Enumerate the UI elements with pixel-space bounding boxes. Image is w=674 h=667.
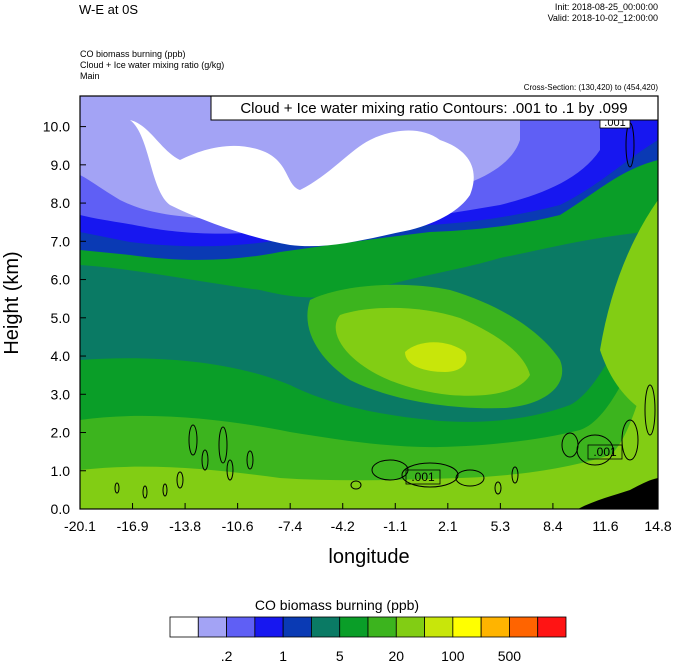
y-tick-label: 7.0 <box>51 233 71 249</box>
y-axis: 0.0 1.0 2.0 3.0 4.0 5.0 6.0 7.0 8.0 9.0 10.0 <box>43 119 86 517</box>
field-label-main: Main <box>80 71 100 81</box>
y-tick-label: 0.0 <box>51 501 71 517</box>
colorbar-tick-label: 500 <box>498 648 522 664</box>
x-axis: -20.1 -16.9 -13.8 -10.6 -7.4 -4.2 -1.1 2.1 5.3 8.… <box>64 503 672 534</box>
cross-section-label: Cross-Section: (130,420) to (454,420) <box>523 83 658 92</box>
init-time: Init: 2018-08-25_00:00:00 <box>554 2 658 12</box>
colorbar-swatch <box>537 616 567 638</box>
colorbar-swatch <box>367 616 397 638</box>
colorbar: .2 1 5 20 100 500 <box>169 616 567 664</box>
field-label-co: CO biomass burning (ppb) <box>80 49 186 59</box>
plot-area <box>80 96 658 509</box>
y-tick-label: 3.0 <box>51 386 71 402</box>
cloud-contours <box>114 111 656 499</box>
x-tick-label: -13.8 <box>169 518 201 534</box>
contour-label: .001 <box>593 445 617 459</box>
x-tick-label: -7.4 <box>278 518 302 534</box>
colorbar-swatch <box>226 616 256 638</box>
colorbar-tick-label: 100 <box>441 648 465 664</box>
terrain-mask <box>578 478 658 509</box>
contour-label: .001 <box>411 470 435 484</box>
field-label-cloud: Cloud + Ice water mixing ratio (g/kg) <box>80 60 225 70</box>
y-tick-label: 2.0 <box>51 425 71 441</box>
colorbar-tick-label: 1 <box>279 648 287 664</box>
contour-label-box <box>405 469 441 485</box>
y-tick-label: 6.0 <box>51 272 71 288</box>
co-fill-band <box>600 200 658 420</box>
contour-banner: Cloud + Ice water mixing ratio Contours:… <box>240 100 627 117</box>
plot-frame <box>79 95 659 510</box>
co-fill-band <box>405 342 467 372</box>
x-tick-label: 8.4 <box>543 518 563 534</box>
colorbar-tick-label: .2 <box>221 648 233 664</box>
colorbar-swatch <box>169 616 199 638</box>
x-tick-label: 2.1 <box>438 518 458 534</box>
x-tick-label: -16.9 <box>117 518 149 534</box>
colorbar-tick-label: 5 <box>336 648 344 664</box>
x-tick-label: 5.3 <box>491 518 511 534</box>
x-tick-label: 11.6 <box>592 518 618 534</box>
colorbar-swatch <box>197 616 227 638</box>
chart-title: W-E at 0S <box>79 2 139 17</box>
x-tick-label: -20.1 <box>64 518 96 534</box>
colorbar-swatch <box>424 616 454 638</box>
colorbar-swatch <box>480 616 510 638</box>
x-axis-label: longitude <box>328 546 409 568</box>
colorbar-swatch <box>395 616 425 638</box>
co-fill-band <box>80 300 658 509</box>
x-tick-label: -4.2 <box>331 518 355 534</box>
y-tick-label: 10.0 <box>43 119 70 135</box>
x-tick-label: -10.6 <box>222 518 254 534</box>
cloud-free-white-region <box>130 120 474 247</box>
colorbar-swatch <box>311 616 341 638</box>
contour-label-box <box>587 444 623 460</box>
co-fill-band <box>80 330 658 509</box>
y-tick-label: 1.0 <box>51 463 71 479</box>
y-tick-label: 5.0 <box>51 310 71 326</box>
x-tick-label: -1.1 <box>383 518 407 534</box>
colorbar-swatch <box>282 616 312 638</box>
y-tick-label: 8.0 <box>51 195 71 211</box>
valid-time: Valid: 2018-10-02_12:00:00 <box>547 13 658 23</box>
colorbar-title: CO biomass burning (ppb) <box>254 597 420 613</box>
y-tick-label: 4.0 <box>51 348 71 364</box>
colorbar-swatch <box>339 616 369 638</box>
y-axis-label: Height (km) <box>1 251 23 354</box>
colorbar-swatch <box>452 616 482 638</box>
x-tick-label: 14.8 <box>644 518 671 534</box>
colorbar-tick-label: 20 <box>388 648 404 664</box>
colorbar-swatch <box>509 616 539 638</box>
y-tick-label: 9.0 <box>51 157 71 173</box>
colorbar-swatch <box>254 616 284 638</box>
